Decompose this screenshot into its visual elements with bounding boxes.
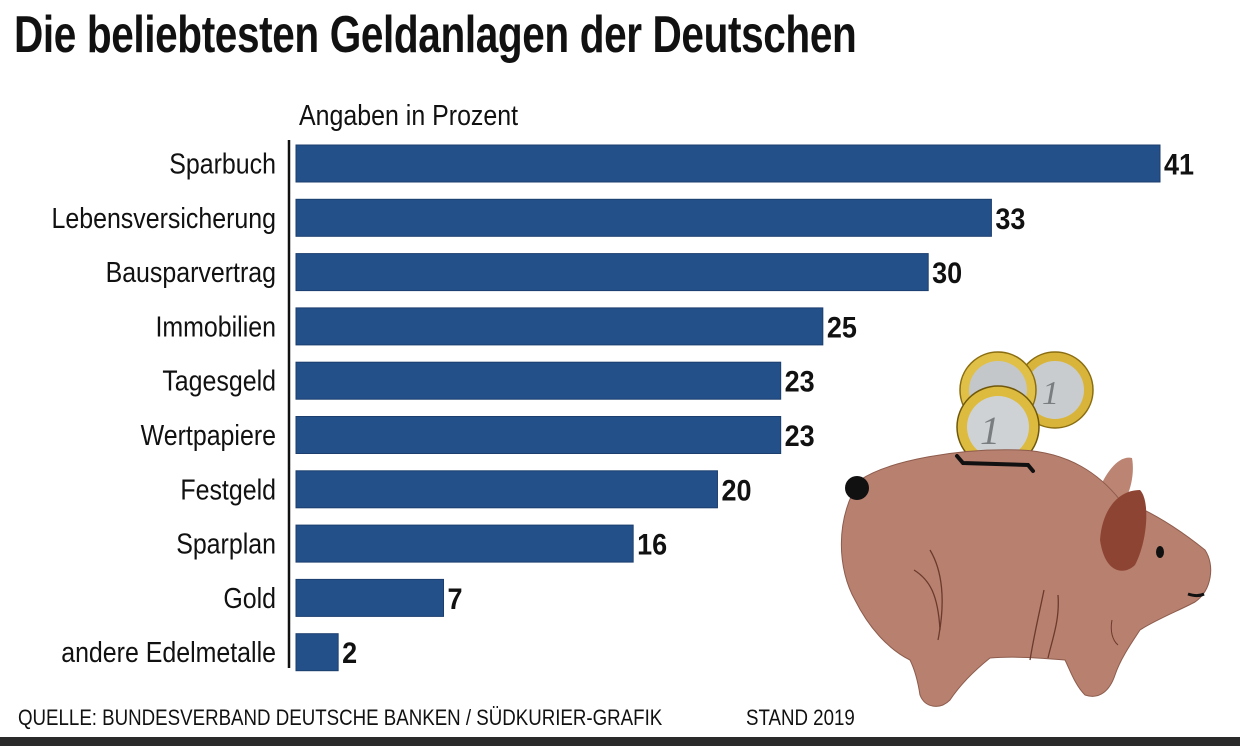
svg-text:1: 1: [1042, 375, 1059, 412]
value-label: 41: [1164, 148, 1194, 182]
value-label: 23: [785, 365, 815, 399]
category-label: Bausparvertrag: [106, 256, 276, 288]
chart-title: Die beliebtesten Geldanlagen der Deutsch…: [14, 6, 857, 64]
value-label: 20: [721, 474, 751, 508]
bar: [295, 470, 718, 509]
category-label: Gold: [223, 582, 276, 614]
category-label: Immobilien: [155, 311, 276, 343]
date-note: STAND 2019: [746, 705, 855, 730]
value-label: 23: [785, 420, 815, 454]
euro-coin-icon: 1: [956, 385, 1040, 469]
category-label: andere Edelmetalle: [61, 636, 276, 668]
piggy-bank-illustration: 1 1: [840, 351, 1212, 707]
bar: [295, 578, 445, 617]
category-label: Festgeld: [180, 474, 276, 506]
bar: [295, 198, 992, 237]
value-label: 2: [342, 637, 357, 671]
bar: [295, 307, 824, 346]
value-label: 30: [932, 257, 962, 291]
bar: [295, 633, 339, 672]
bar: [295, 253, 929, 292]
category-label: Sparplan: [176, 528, 276, 560]
bar: [295, 524, 634, 563]
value-label: 7: [448, 583, 463, 617]
value-label: 16: [637, 528, 667, 562]
bar: [295, 361, 782, 400]
bar: [295, 416, 782, 454]
svg-text:1: 1: [980, 408, 1000, 453]
bars-layer: Sparbuch 41 Lebensversicherung 33 Bausparver…: [52, 144, 1194, 672]
category-label: Sparbuch: [169, 148, 276, 180]
value-label: 33: [995, 203, 1025, 237]
category-label: Lebensversicherung: [52, 202, 276, 234]
category-label: Tagesgeld: [162, 365, 276, 397]
bottom-rule: [0, 737, 1240, 746]
source-note: QUELLE: BUNDESVERBAND DEUTSCHE BANKEN / …: [18, 705, 663, 730]
value-label: 25: [827, 311, 857, 345]
bar: [295, 144, 1161, 183]
category-label: Wertpapiere: [141, 419, 276, 451]
chart-subtitle: Angaben in Prozent: [299, 100, 519, 132]
